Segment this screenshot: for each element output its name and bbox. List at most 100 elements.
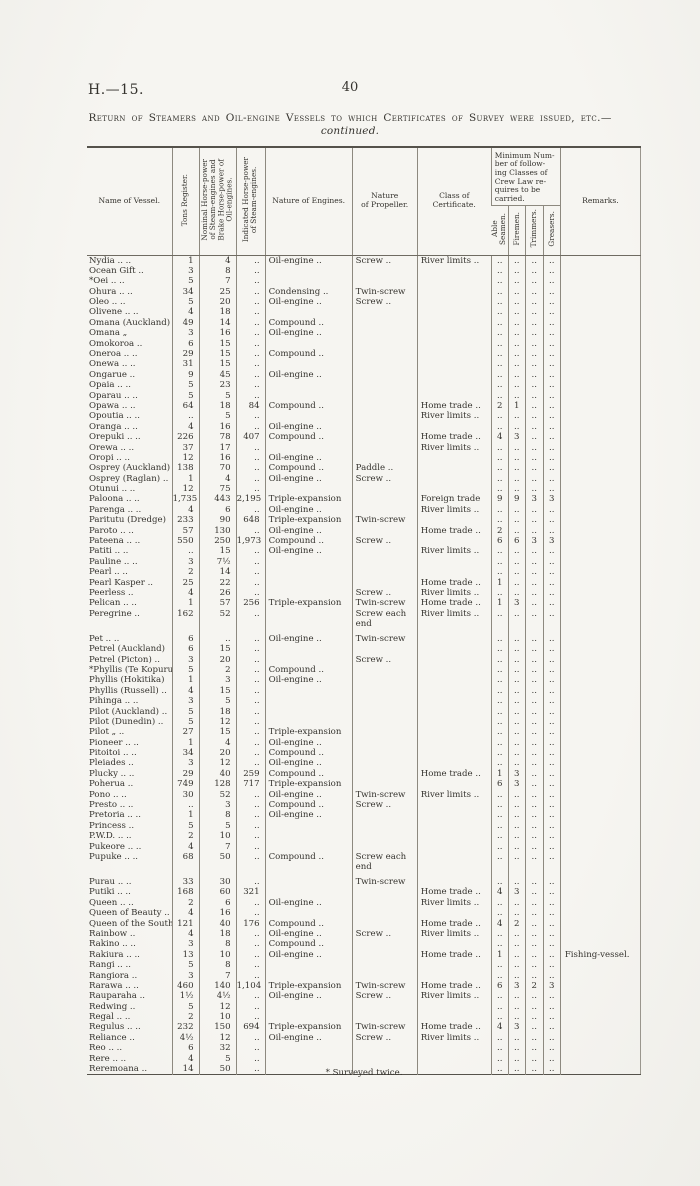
table-row: Olivene .. ..418..„„„........ — [87, 307, 641, 318]
cell-as: .. — [490, 588, 509, 599]
col-header-nominal-horse-power: Nominal Horse-power of Steam-engines and… — [198, 147, 237, 256]
cell-gr: .. — [542, 820, 561, 832]
cell-as: .. — [490, 328, 509, 339]
cell-fi: .. — [507, 1032, 526, 1044]
cell-cert: „ — [416, 939, 492, 950]
cell-as: .. — [490, 633, 509, 645]
cell-fi: .. — [507, 452, 526, 464]
cell-fi: 3 — [507, 887, 526, 898]
cell-name: Pitoitoi .. .. — [89, 748, 137, 759]
cell-fi: .. — [507, 706, 526, 717]
table-row: P.W.D. .. ..210..„„„........ — [87, 831, 641, 842]
cell-as: .. — [490, 831, 509, 842]
cell-cert: „ — [416, 737, 492, 749]
cell-tons: 162 — [171, 608, 200, 629]
cell-fi: .. — [507, 949, 526, 961]
cell-remarks — [559, 577, 641, 588]
cell-nhp: 18 — [198, 307, 237, 318]
cell-tons: 4 — [171, 504, 200, 516]
cell-name: Purau .. .. — [89, 876, 132, 887]
cell-engines: „ — [264, 1012, 353, 1023]
cell-cert: „ — [416, 452, 492, 464]
cell-cert: Home trade .. — [416, 980, 492, 992]
cell-fi: .. — [507, 675, 526, 686]
table-row: Rainbow .. 4 18.. Oil-engine .. Screw .. Rive… — [87, 928, 641, 940]
cell-ihp: .. — [235, 307, 266, 318]
cell-fi: .. — [507, 369, 526, 381]
cell-as: 4 — [490, 918, 509, 929]
cell-tons: 3 — [171, 654, 200, 665]
cell-propeller: „ — [351, 644, 418, 655]
cell-propeller: „ — [351, 810, 418, 821]
cell-engines: Oil-engine .. — [264, 473, 353, 485]
cell-name: Pleiades .. — [89, 758, 134, 769]
cell-remarks — [559, 633, 641, 645]
cell-gr: .. — [542, 598, 561, 609]
cell-propeller: Screw .. — [351, 1032, 418, 1044]
cell-ihp: .. — [235, 588, 266, 599]
table-row: Phyllis (Russell) ..415..„„„........ — [87, 685, 641, 697]
cell-tons: 5 — [171, 706, 200, 717]
cell-tons: 168 — [171, 887, 200, 898]
cell-cert: „ — [416, 567, 492, 578]
cell-ihp: 694 — [235, 1022, 266, 1033]
cell-fi: 6 — [507, 536, 526, 547]
cell-engines: Oil-engine .. — [264, 1032, 353, 1044]
cell-remarks — [559, 685, 641, 697]
cell-remarks — [559, 556, 641, 568]
cell-fi: .. — [507, 608, 526, 629]
cell-tr: .. — [524, 727, 544, 738]
cell-remarks — [559, 716, 641, 728]
cell-cert: „ — [416, 758, 492, 769]
cell-tons: 31 — [171, 359, 200, 370]
cell-ihp: 259 — [235, 768, 266, 780]
cell-name: Rere .. .. — [89, 1053, 127, 1064]
cell-nhp: 16 — [198, 421, 237, 433]
cell-cert: „ — [416, 876, 492, 888]
cell-ihp: .. — [235, 1001, 266, 1013]
cell-remarks — [559, 432, 641, 443]
table-row: Purau .. ..3330..„Twin-screw„........ — [87, 876, 641, 888]
cell-propeller: „ — [351, 525, 418, 537]
cell-engines: Oil-engine .. — [264, 737, 353, 749]
cell-gr: .. — [542, 463, 561, 474]
cell-ihp: .. — [235, 696, 266, 707]
cell-name: *Phyllis (Te Kopuru) — [89, 664, 173, 675]
cell-tr: .. — [524, 706, 544, 717]
cell-name: Phyllis (Hokitika) — [89, 675, 165, 686]
cell-gr: 3 — [542, 536, 561, 547]
cell-tr: .. — [524, 577, 544, 588]
cell-as: .. — [490, 841, 509, 852]
cell-gr: .. — [542, 432, 561, 443]
cell-propeller: „ — [351, 1012, 418, 1023]
document-reference: H.—15. — [88, 82, 144, 98]
table-row: Ongarue ..945..Oil-engine ..„„........ — [87, 369, 641, 381]
cell-name: Opoutia .. .. — [89, 411, 140, 422]
cell-remarks — [559, 317, 641, 329]
cell-propeller: „ — [351, 949, 418, 961]
table-row: Nydia .. .. 1 4.. Oil-engine .. Screw .. Rive… — [87, 255, 641, 266]
cell-as: .. — [490, 716, 509, 728]
cell-cert: „ — [416, 1064, 492, 1075]
cell-cert: River limits .. — [416, 897, 492, 909]
cell-name: Oparau .. .. — [89, 390, 138, 401]
cell-ihp: .. — [235, 276, 266, 287]
cell-fi: .. — [507, 1001, 526, 1013]
cell-as: .. — [490, 727, 509, 738]
cell-name: Opaia .. .. — [89, 380, 131, 391]
cell-tons: 233 — [171, 515, 200, 526]
cell-cert: River limits .. — [416, 608, 492, 629]
cell-as: .. — [490, 286, 509, 298]
cell-as: .. — [490, 556, 509, 568]
cell-tr: .. — [524, 748, 544, 759]
cell-ihp: .. — [235, 369, 266, 381]
cell-ihp: 2,195 — [235, 494, 266, 505]
cell-engines: Oil-engine .. — [264, 504, 353, 516]
cell-engines: „ — [264, 577, 353, 588]
cell-nhp: 70 — [198, 463, 237, 474]
cell-ihp: .. — [235, 556, 266, 568]
cell-propeller: „ — [351, 727, 418, 738]
cell-as: .. — [490, 515, 509, 526]
cell-name: P.W.D. .. .. — [89, 831, 132, 842]
